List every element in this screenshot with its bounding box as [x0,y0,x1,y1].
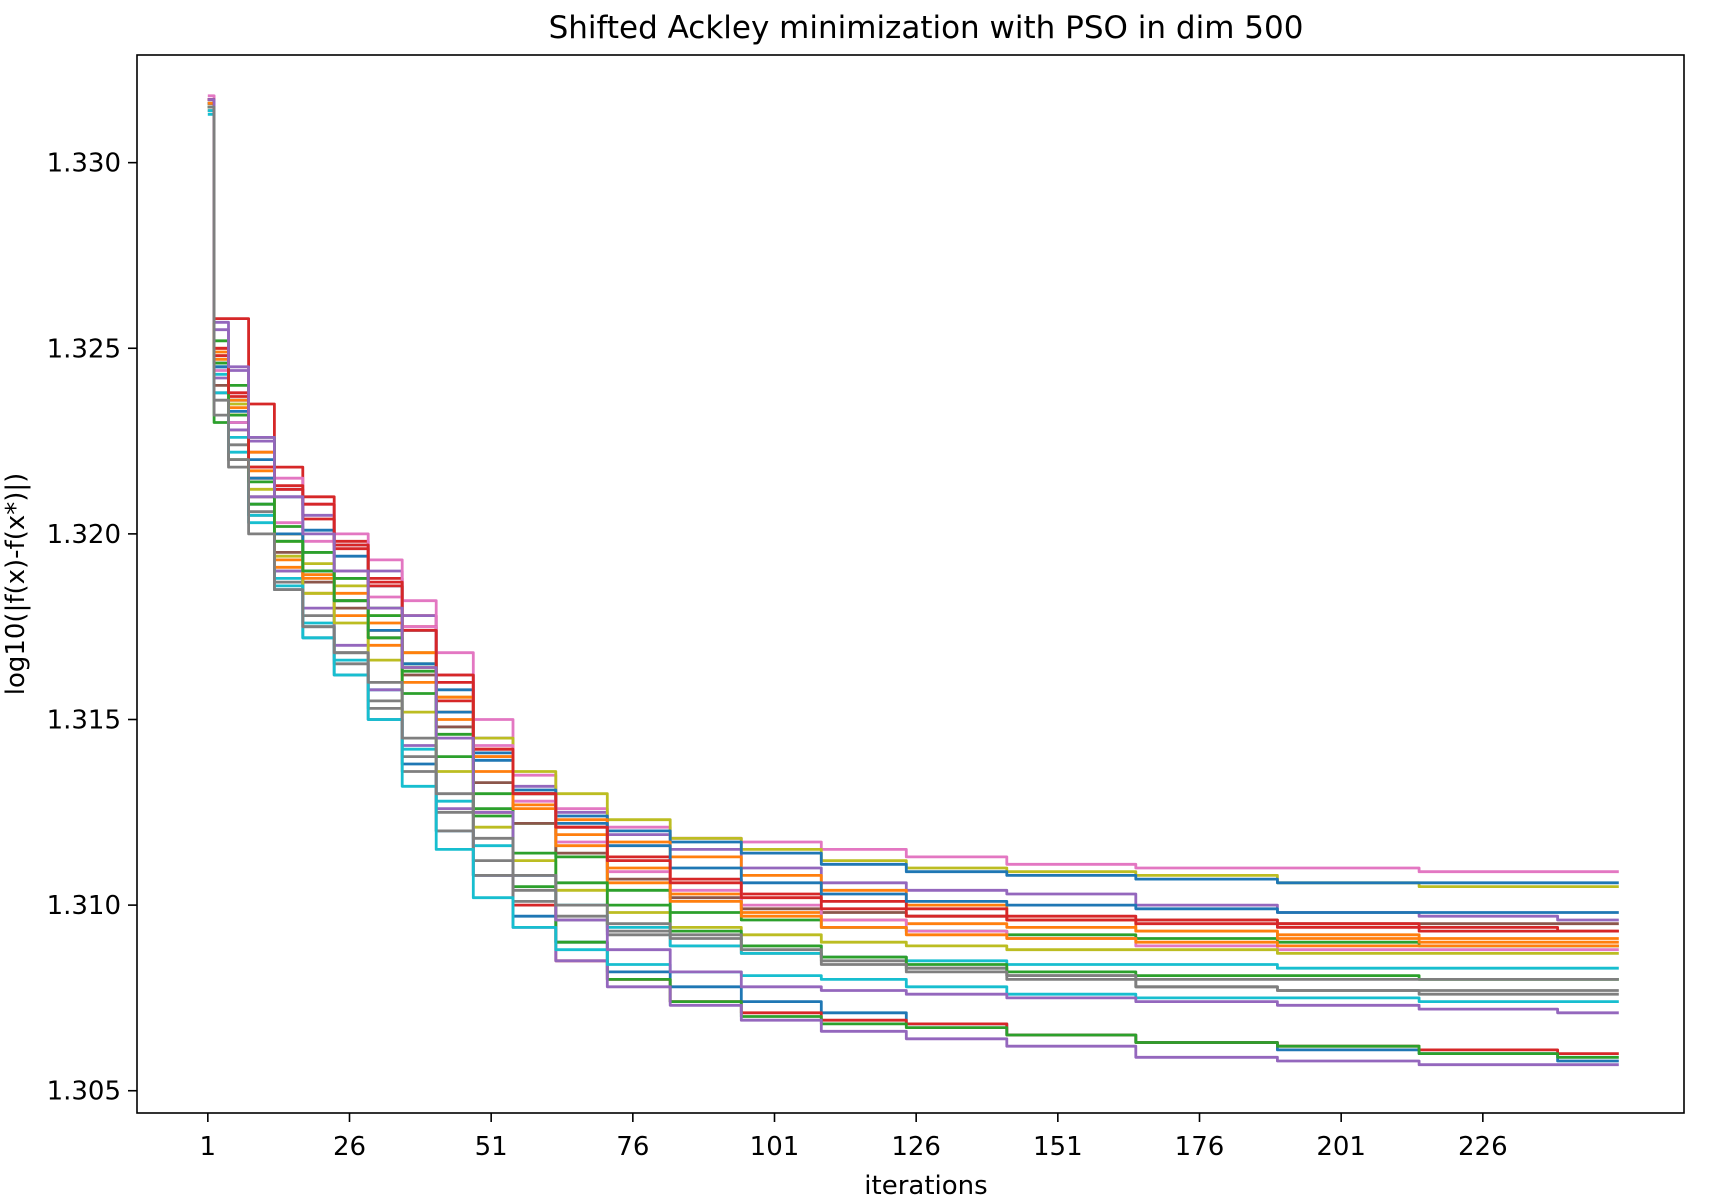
x-tick-label: 101 [750,1132,800,1162]
y-tick-label: 1.320 [47,520,121,550]
x-tick-label: 126 [891,1132,941,1162]
y-tick-label: 1.330 [47,149,121,179]
x-tick-label: 76 [616,1132,649,1162]
y-tick-label: 1.325 [47,334,121,364]
x-tick-label: 201 [1316,1132,1366,1162]
y-axis-label: log10(|f(x)-f(x*)|) [1,473,31,696]
x-tick-label: 176 [1175,1132,1225,1162]
x-axis-ticks: 1 26 51 76 101 126 151 176 201 226 [200,1113,1508,1162]
x-tick-label: 26 [333,1132,366,1162]
x-axis-label: iterations [864,1171,987,1196]
chart-title: Shifted Ackley minimization with PSO in … [549,10,1304,46]
x-tick-label: 1 [200,1132,217,1162]
x-tick-label: 226 [1458,1132,1508,1162]
y-tick-label: 1.310 [47,891,121,921]
series-layer [207,94,1619,1067]
y-axis-ticks: 1.305 1.310 1.315 1.320 1.325 1.330 [47,149,137,1107]
x-tick-label: 151 [1033,1132,1083,1162]
plot-frame [136,54,1685,1114]
series-line-25 [207,105,1619,981]
y-tick-label: 1.305 [47,1077,121,1107]
x-tick-label: 51 [475,1132,508,1162]
y-tick-label: 1.315 [47,705,121,735]
